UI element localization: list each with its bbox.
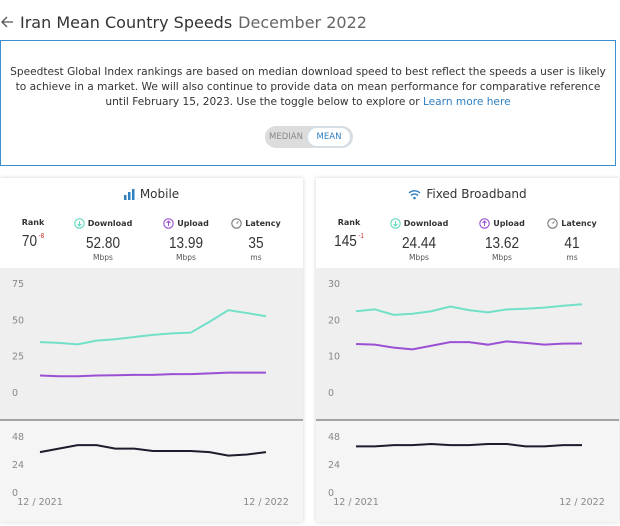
stat-label-text: Latency [245, 219, 281, 228]
learn-more-link[interactable]: Learn more here [422, 96, 511, 108]
y-tick-label: 48 [12, 432, 24, 443]
series-line [356, 442, 582, 448]
x-tick-label: 12 / 2022 [559, 497, 605, 508]
stat-label: Rank [314, 218, 384, 227]
y-tick-label: 0 [328, 488, 334, 499]
panel-charts: 0 10 20 30 0 24 48 12 / 2021 12 / 2022 [316, 268, 619, 522]
chart-bg [316, 420, 619, 522]
stat-label-text: Download [87, 219, 133, 228]
stat-value: 41 [542, 235, 602, 253]
panel-title: Mobile [0, 187, 303, 201]
stat-number: 24.44 [401, 235, 437, 252]
stat-unit: Mbps [492, 253, 512, 262]
y-tick-label: 0 [12, 488, 18, 499]
y-tick-label: 0 [12, 388, 18, 399]
series-line [39, 371, 267, 378]
stat-label: Download [68, 218, 138, 229]
y-tick-label: 25 [12, 352, 24, 363]
panel-title: Fixed Broadband [316, 187, 619, 201]
back-arrow[interactable] [0, 15, 14, 29]
stat-unit: Mbps [93, 253, 113, 262]
median-mean-toggle: MEDIAN MEAN [265, 126, 353, 148]
stat: Upload 13.62 Mbps [467, 218, 537, 262]
stat-value: 70 -8 [3, 233, 63, 251]
series-line [355, 340, 583, 351]
stat: Download 52.80 Mbps [68, 218, 138, 262]
panel: Fixed Broadband Rank 145 -1 Download 24.44 Mbp… [316, 178, 619, 522]
stat-number: 35 [248, 235, 264, 252]
series-line [39, 309, 267, 346]
stat-value: 24.44 [389, 235, 449, 253]
rank-change: -1 [358, 233, 364, 240]
chart-bg [0, 268, 303, 420]
y-tick-label: 20 [328, 315, 340, 326]
stat-unit: ms [566, 253, 578, 262]
stat-label: Upload [467, 218, 537, 229]
stat-label-text: Rank [337, 218, 361, 227]
page-title: Iran Mean Country Speeds [20, 12, 233, 32]
x-tick-label: 12 / 2021 [17, 497, 63, 508]
y-tick-label: 24 [328, 460, 340, 471]
stat: Download 24.44 Mbps [384, 218, 454, 262]
y-tick-label: 30 [328, 279, 340, 290]
y-tick-label: 75 [12, 279, 24, 290]
stat: Latency 41 ms [537, 218, 607, 262]
y-tick-label: 10 [328, 352, 340, 363]
stat-number: 70 [21, 233, 38, 250]
stat-unit: Mbps [409, 253, 429, 262]
y-tick-label: 48 [328, 432, 340, 443]
stat: Rank 70 -8 [0, 218, 68, 251]
stat-value: 52.80 [73, 235, 133, 253]
stat-number: 145 [334, 233, 357, 250]
stat: Upload 13.99 Mbps [151, 218, 221, 262]
page-date: December 2022 [238, 12, 367, 32]
x-tick-label: 12 / 2022 [243, 497, 289, 508]
info-box: Speedtest Global Index rankings are base… [0, 40, 616, 166]
info-text: Speedtest Global Index rankings are base… [9, 65, 607, 110]
stat-label-text: Rank [21, 218, 45, 227]
toggle-option[interactable]: MEAN [307, 127, 351, 147]
stat-label-text: Upload [493, 219, 525, 228]
stat-label-text: Upload [177, 219, 209, 228]
stat-label: Latency [221, 218, 291, 229]
rank-change: -8 [38, 233, 45, 240]
panel-title-text: Fixed Broadband [426, 187, 527, 201]
stat-label: Latency [537, 218, 607, 229]
stat-unit: Mbps [176, 253, 196, 262]
stat: Latency 35 ms [221, 218, 291, 262]
toggle-option[interactable]: MEDIAN [269, 132, 303, 142]
stat-number: 13.99 [168, 235, 204, 252]
header: Iran Mean Country Speeds December 2022 [0, 10, 367, 34]
y-tick-label: 24 [12, 460, 24, 471]
stat-value: 145 -1 [319, 233, 379, 251]
stat-label: Download [384, 218, 454, 229]
x-tick-label: 12 / 2021 [333, 497, 379, 508]
stat-number: 52.80 [85, 235, 121, 252]
stat-label-text: Latency [561, 219, 597, 228]
panel-title-text: Mobile [139, 187, 180, 201]
stat-unit: ms [250, 253, 262, 262]
panel: Mobile Rank 70 -8 Download 52.80 Mbps Upload 13.… [0, 178, 303, 522]
stat-label-text: Download [403, 219, 449, 228]
y-tick-label: 50 [12, 315, 24, 326]
panel-charts: 0 25 50 75 0 24 48 12 / 2021 12 / 2022 [0, 268, 303, 522]
stat-number: 13.62 [484, 235, 520, 252]
series-line [39, 444, 267, 457]
series-line [355, 303, 583, 316]
stat: Rank 145 -1 [314, 218, 384, 251]
stat-value: 35 [226, 235, 286, 253]
stat-label: Rank [0, 218, 68, 227]
info-body: Speedtest Global Index rankings are base… [10, 66, 606, 108]
stat-number: 41 [564, 235, 580, 252]
y-tick-label: 0 [328, 388, 334, 399]
stat-label: Upload [151, 218, 221, 229]
stat-value: 13.99 [156, 235, 216, 253]
chart-bg [0, 420, 303, 522]
stat-value: 13.62 [472, 235, 532, 253]
